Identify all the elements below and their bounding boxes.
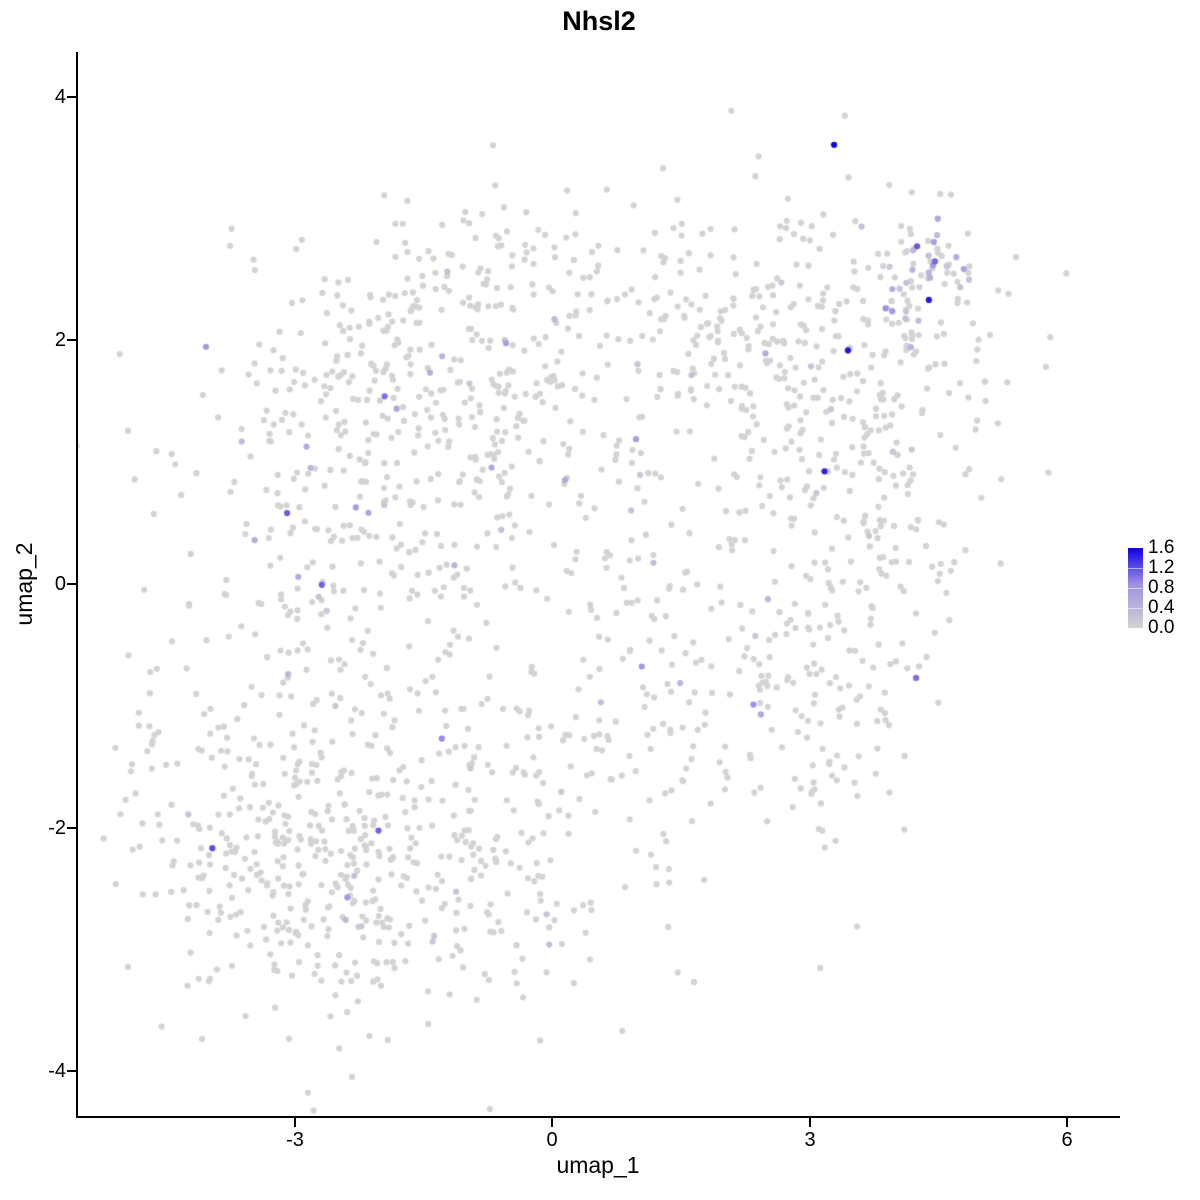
- y-axis-title: umap_2: [11, 542, 37, 626]
- x-tick-label: -3: [286, 1129, 304, 1151]
- y-tick-label: -2: [48, 817, 66, 839]
- y-tick-mark: [67, 96, 76, 98]
- y-tick-label: 0: [54, 573, 66, 595]
- y-tick-mark: [67, 1070, 76, 1072]
- y-tick-mark: [67, 339, 76, 341]
- x-tick-label: 3: [804, 1129, 816, 1151]
- legend-tick-mark: [1128, 568, 1143, 569]
- legend-tick-mark: [1128, 608, 1143, 609]
- y-tick-label: 2: [54, 329, 66, 351]
- y-tick-mark: [67, 827, 76, 829]
- y-tick-mark: [67, 583, 76, 585]
- x-axis-title: umap_1: [556, 1152, 640, 1178]
- x-tick-mark: [294, 1118, 296, 1127]
- x-tick-mark: [551, 1118, 553, 1127]
- legend-colorbar: [1128, 548, 1143, 628]
- umap-scatter-canvas: [78, 52, 1120, 1118]
- x-tick-mark: [1066, 1118, 1068, 1127]
- legend-tick-label: 0.8: [1148, 577, 1175, 598]
- legend-tick-mark: [1128, 588, 1143, 589]
- plot-title: Nhsl2: [562, 6, 636, 36]
- y-tick-label: 4: [54, 86, 66, 108]
- y-tick-label: -4: [48, 1060, 66, 1082]
- legend-tick-label: 0.0: [1148, 617, 1175, 638]
- x-tick-label: 6: [1061, 1129, 1073, 1151]
- x-tick-label: 0: [546, 1129, 558, 1151]
- legend-tick-label: 0.4: [1148, 597, 1175, 618]
- legend-tick-label: 1.6: [1148, 537, 1175, 558]
- x-tick-mark: [809, 1118, 811, 1127]
- legend-tick-label: 1.2: [1148, 557, 1175, 578]
